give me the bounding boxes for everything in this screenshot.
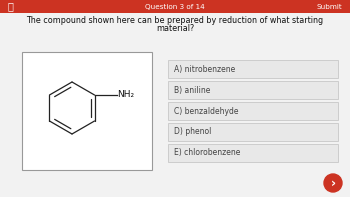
Text: material?: material?	[156, 23, 194, 33]
Text: E) chlorobenzene: E) chlorobenzene	[174, 149, 240, 157]
Text: ›: ›	[330, 177, 336, 190]
FancyBboxPatch shape	[168, 123, 338, 141]
FancyBboxPatch shape	[168, 81, 338, 99]
Circle shape	[324, 174, 342, 192]
Text: The compound shown here can be prepared by reduction of what starting: The compound shown here can be prepared …	[27, 16, 323, 24]
FancyBboxPatch shape	[22, 52, 152, 170]
Text: 〈: 〈	[8, 2, 14, 11]
Text: Question 3 of 14: Question 3 of 14	[145, 4, 205, 9]
FancyBboxPatch shape	[0, 0, 350, 13]
Text: A) nitrobenzene: A) nitrobenzene	[174, 64, 235, 73]
Text: NH₂: NH₂	[118, 89, 135, 98]
Text: B) aniline: B) aniline	[174, 85, 210, 95]
Text: Submit: Submit	[316, 4, 342, 9]
FancyBboxPatch shape	[168, 60, 338, 78]
Text: C) benzaldehyde: C) benzaldehyde	[174, 107, 238, 115]
FancyBboxPatch shape	[168, 102, 338, 120]
FancyBboxPatch shape	[168, 144, 338, 162]
Text: D) phenol: D) phenol	[174, 127, 211, 137]
